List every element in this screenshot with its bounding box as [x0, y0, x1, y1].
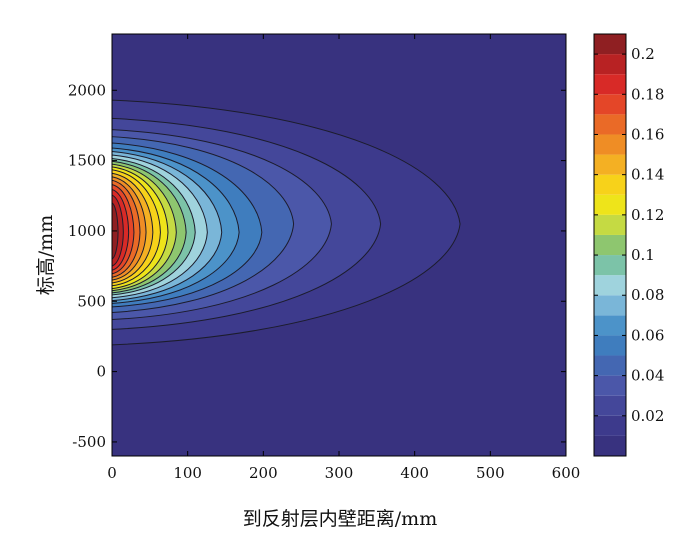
colorbar-segment [594, 315, 626, 336]
colorbar-segment [594, 154, 626, 175]
y-tick-label: -500 [72, 433, 106, 451]
colorbar-tick-label: 0.2 [631, 45, 655, 63]
colorbar-tick-label: 0.02 [631, 407, 664, 425]
colorbar-segment [594, 234, 626, 256]
x-tick-label: 500 [476, 464, 505, 482]
y-tick-label: 1500 [68, 152, 106, 170]
x-axis-title: 到反射层内壁距离/mm [243, 508, 437, 530]
x-tick-label: 100 [173, 464, 202, 482]
x-tick-label: 300 [325, 464, 354, 482]
colorbar-tick-label: 0.1 [631, 246, 655, 264]
colorbar-segment [594, 355, 626, 376]
contour-plot-area [111, 34, 566, 456]
y-axis: -500 0 500 1000 1500 2000 [68, 81, 566, 451]
x-axis: 0 100 200 300 400 500 600 [107, 34, 580, 482]
colorbar-segment [594, 435, 626, 456]
colorbar-segment [594, 255, 626, 276]
colorbar-segment [594, 214, 626, 235]
colorbar-tick-label: 0.18 [631, 85, 664, 103]
colorbar-segment [594, 34, 626, 55]
y-tick-label: 2000 [68, 81, 106, 99]
colorbar-segment [594, 295, 626, 316]
colorbar-segment [594, 54, 626, 75]
colorbar-tick-label: 0.04 [631, 367, 664, 385]
colorbar-segment [594, 275, 626, 296]
colorbar-segment [594, 174, 626, 195]
colorbar-tick-label: 0.06 [631, 326, 664, 344]
colorbar-segment [594, 375, 626, 396]
y-tick-label: 500 [77, 292, 106, 310]
colorbar-tick-label: 0.08 [631, 286, 664, 304]
colorbar-segment [594, 395, 626, 416]
x-tick-label: 600 [552, 464, 581, 482]
x-tick-label: 200 [249, 464, 278, 482]
colorbar-tick-label: 0.12 [631, 206, 664, 224]
colorbar-border [593, 33, 627, 457]
colorbar-segment [594, 114, 626, 135]
colorbar-segment [594, 194, 626, 215]
colorbar-segment [594, 134, 626, 155]
colorbar-segment [594, 94, 626, 115]
colorbar: 0.02 0.04 0.06 0.08 0.1 0.12 0.14 0.16 0.18 0.2 [593, 33, 664, 457]
y-tick-label: 1000 [68, 222, 106, 240]
x-tick-label: 0 [107, 464, 117, 482]
y-axis-title: 标高/mm [35, 215, 57, 295]
colorbar-tick-label: 0.14 [631, 166, 664, 184]
y-tick-label: 0 [96, 363, 106, 381]
colorbar-segment [594, 415, 626, 436]
colorbar-tick-label: 0.16 [631, 125, 664, 143]
colorbar-segment [594, 74, 626, 95]
colorbar-segment [594, 335, 626, 356]
x-tick-label: 400 [400, 464, 429, 482]
